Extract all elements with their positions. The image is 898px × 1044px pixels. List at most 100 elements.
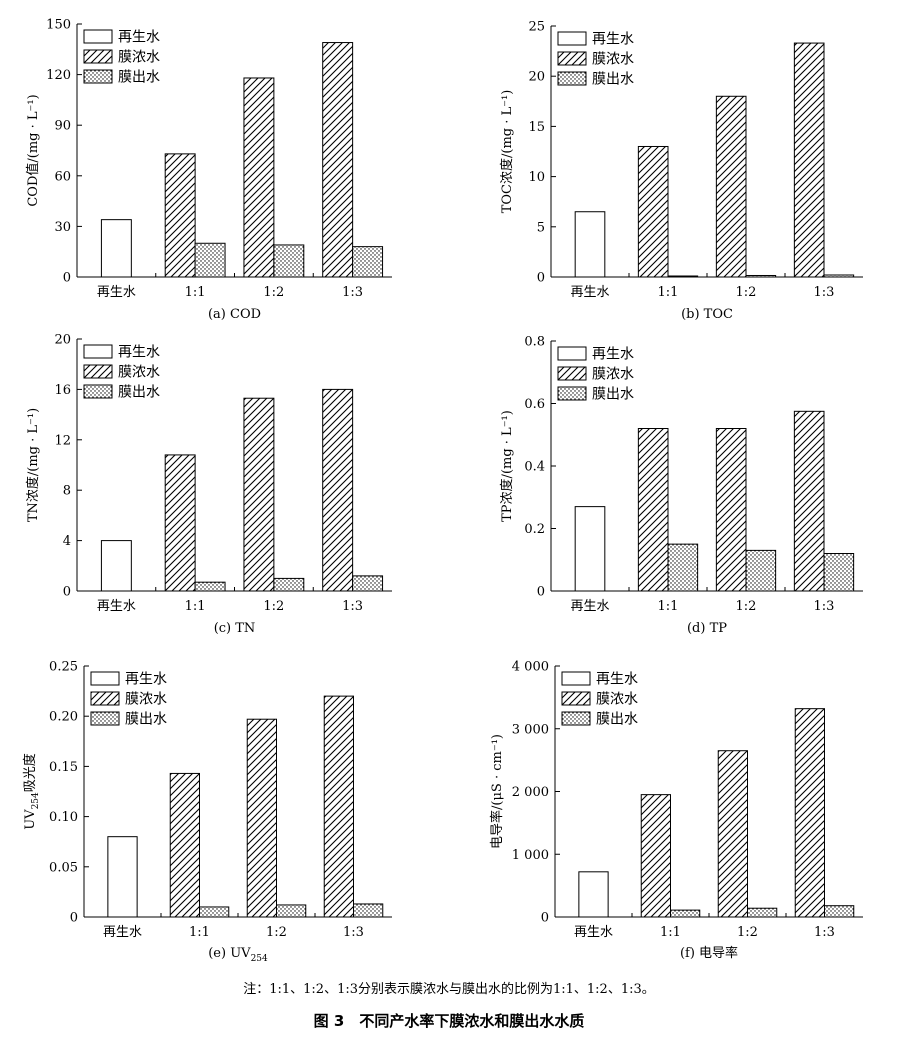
bar-concentrate [243, 77, 275, 278]
legend-swatch [561, 671, 591, 686]
x-tick-label: 1:1 [658, 599, 679, 614]
y-tick-label: 0.10 [49, 810, 78, 825]
bar-permeate [745, 274, 777, 278]
x-tick-label: 1:3 [342, 285, 363, 300]
legend-swatch [83, 49, 113, 64]
x-tick-label: 1:2 [263, 285, 284, 300]
bar-concentrate [322, 388, 354, 592]
legend-label: 再生水 [125, 672, 167, 688]
bar-concentrate [715, 95, 747, 278]
legend-label: 膜出水 [592, 387, 634, 403]
y-tick-label: 0 [70, 911, 78, 926]
legend-label: 膜出水 [596, 712, 638, 728]
legend-swatch [557, 386, 587, 401]
legend-swatch [557, 71, 587, 86]
y-tick-label: 0 [63, 271, 71, 286]
x-tick-label: 1:2 [736, 599, 757, 614]
x-tick-label: 再生水 [103, 925, 142, 940]
bar-permeate [273, 244, 305, 278]
y-tick-label: 20 [54, 333, 71, 348]
bar-concentrate [322, 42, 354, 278]
x-tick-label: 1:3 [814, 285, 835, 300]
y-tick-label: 4 000 [512, 660, 549, 675]
legend-swatch [90, 671, 120, 686]
panel-subtitle: (a) COD [208, 307, 261, 322]
y-tick-label: 0.8 [524, 335, 545, 350]
bar-regen [100, 219, 132, 278]
y-tick-label: 0 [537, 271, 545, 286]
x-tick-label: 再生水 [570, 285, 609, 300]
panel-subtitle: (b) TOC [681, 307, 733, 322]
y-axis-label: TN浓度/(mg · L⁻¹) [25, 408, 41, 522]
x-tick-label: 1:3 [814, 599, 835, 614]
y-tick-label: 0 [63, 585, 71, 600]
y-tick-label: 60 [54, 169, 71, 184]
y-tick-label: 15 [528, 120, 545, 135]
y-axis-label: TOC浓度/(mg · L⁻¹) [499, 90, 515, 214]
panel-subtitle: (c) TN [214, 621, 256, 636]
x-tick-label: 1:1 [660, 925, 681, 940]
y-tick-label: 12 [54, 433, 71, 448]
bar-concentrate [793, 410, 825, 592]
x-tick-label: 1:1 [185, 285, 206, 300]
legend-label: 再生水 [118, 345, 160, 361]
legend-label: 再生水 [596, 672, 638, 688]
x-tick-label: 1:2 [737, 925, 758, 940]
legend-label: 再生水 [118, 30, 160, 46]
bar-concentrate [637, 428, 669, 592]
y-tick-label: 150 [46, 18, 71, 33]
bar-permeate [823, 274, 855, 278]
x-tick-label: 1:3 [342, 599, 363, 614]
bar-regen [100, 540, 132, 592]
y-tick-label: 5 [537, 220, 545, 235]
bar-regen [574, 506, 606, 592]
legend-label: 膜浓水 [125, 692, 167, 708]
bar-regen [578, 871, 609, 918]
bar-permeate [194, 242, 226, 278]
bar-permeate [199, 906, 230, 918]
panel-subtitle: (f) 电导率 [680, 945, 738, 961]
y-tick-label: 25 [528, 20, 545, 35]
legend-swatch [90, 711, 120, 726]
y-tick-label: 20 [528, 70, 545, 85]
y-tick-label: 16 [54, 383, 71, 398]
y-tick-label: 0 [541, 911, 549, 926]
legend-label: 再生水 [592, 32, 634, 48]
bar-permeate [824, 905, 855, 918]
y-tick-label: 0.2 [524, 522, 545, 537]
x-tick-label: 1:1 [189, 925, 210, 940]
bar-concentrate [323, 695, 354, 918]
legend-swatch [83, 69, 113, 84]
x-tick-label: 1:3 [814, 925, 835, 940]
y-tick-label: 0.25 [49, 660, 78, 675]
x-tick-label: 再生水 [97, 599, 136, 614]
y-axis-label: COD值/(mg · L⁻¹) [25, 94, 41, 206]
x-tick-label: 1:1 [658, 285, 679, 300]
figure-note: 注：1:1、1:2、1:3分别表示膜浓水与膜出水的比例为1:1、1:2、1:3。 [243, 982, 655, 997]
y-axis-label: TP浓度/(mg · L⁻¹) [499, 410, 515, 522]
bar-permeate [352, 575, 384, 592]
bar-permeate [352, 246, 384, 278]
bar-permeate [194, 581, 226, 592]
y-tick-label: 0.6 [524, 397, 545, 412]
y-tick-label: 1 000 [512, 848, 549, 863]
legend-swatch [83, 344, 113, 359]
bar-permeate [276, 904, 307, 918]
bar-concentrate [243, 397, 275, 592]
legend-swatch [83, 384, 113, 399]
bar-concentrate [164, 153, 196, 278]
bar-concentrate [715, 428, 747, 592]
legend-swatch [561, 691, 591, 706]
y-tick-label: 30 [54, 220, 71, 235]
legend-label: 膜出水 [125, 712, 167, 728]
figure-caption: 图 3 不同产水率下膜浓水和膜出水水质 [313, 1012, 585, 1030]
x-tick-label: 1:2 [736, 285, 757, 300]
legend-label: 膜出水 [592, 72, 634, 88]
legend-label: 膜浓水 [592, 367, 634, 383]
x-tick-label: 1:2 [263, 599, 284, 614]
